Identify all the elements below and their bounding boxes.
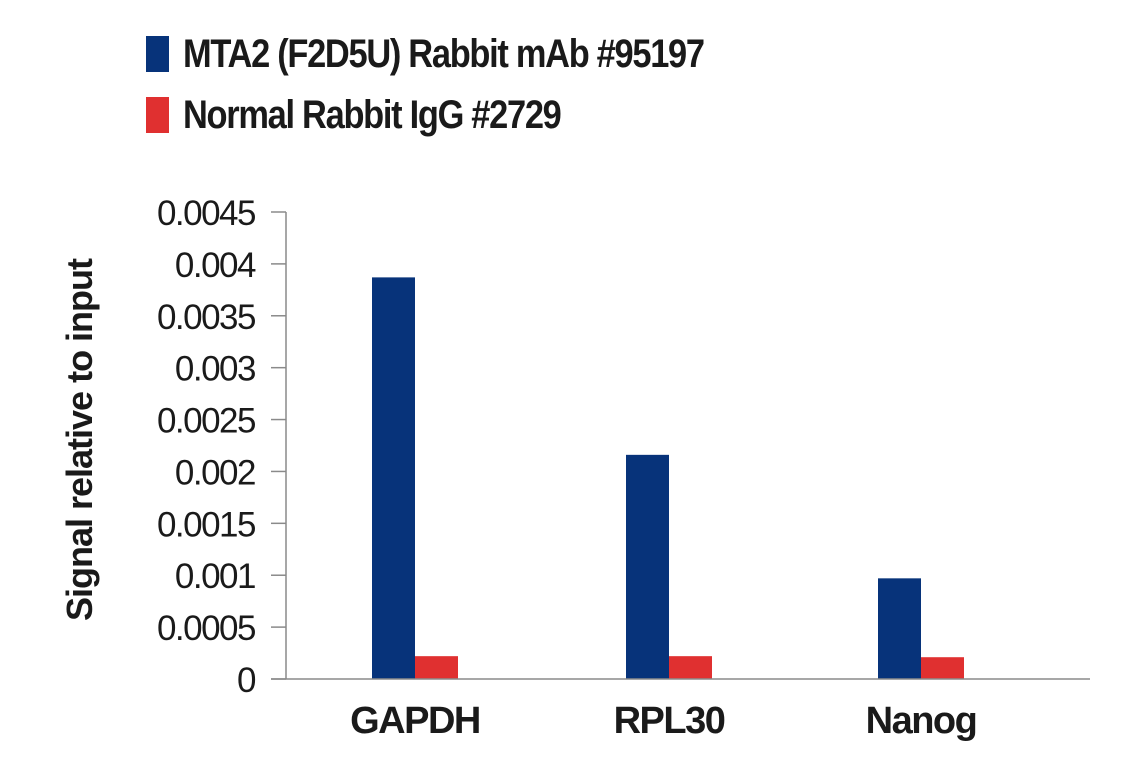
- legend-swatch-blue: [146, 36, 169, 72]
- legend-label: MTA2 (F2D5U) Rabbit mAb #95197: [183, 32, 705, 76]
- bar-rpl30-mta2: [626, 454, 669, 679]
- x-category-label: GAPDH: [350, 700, 480, 742]
- bar-nanog-igg: [921, 657, 964, 679]
- x-axis: GAPDH RPL30 Nanog: [271, 678, 1090, 742]
- y-tick-label: 0.003: [175, 350, 255, 389]
- bar-gapdh-mta2: [372, 277, 415, 679]
- bar-gapdh-igg: [415, 656, 458, 679]
- y-tick-label: 0: [237, 661, 256, 700]
- y-tick-label: 0.001: [175, 557, 255, 596]
- bars: [372, 277, 964, 679]
- y-tick-label: 0.004: [175, 246, 256, 285]
- bar-rpl30-igg: [669, 656, 712, 679]
- x-category-label: Nanog: [866, 700, 977, 742]
- bar-nanog-mta2: [878, 578, 921, 679]
- y-tick-label: 0.0005: [157, 609, 255, 648]
- y-tick-label: 0.002: [175, 453, 255, 492]
- legend-swatch-red: [146, 97, 169, 133]
- legend-label: Normal Rabbit IgG #2729: [183, 93, 562, 137]
- y-axis: 0 0.0005 0.001 0.0015 0.002 0.0025 0.003 0.0035…: [157, 194, 287, 700]
- y-tick-label: 0.0025: [157, 402, 255, 441]
- y-tick-label: 0.0045: [157, 194, 255, 233]
- y-tick-label: 0.0035: [157, 298, 255, 337]
- y-tick-label: 0.0015: [157, 505, 255, 544]
- x-category-label: RPL30: [614, 700, 725, 742]
